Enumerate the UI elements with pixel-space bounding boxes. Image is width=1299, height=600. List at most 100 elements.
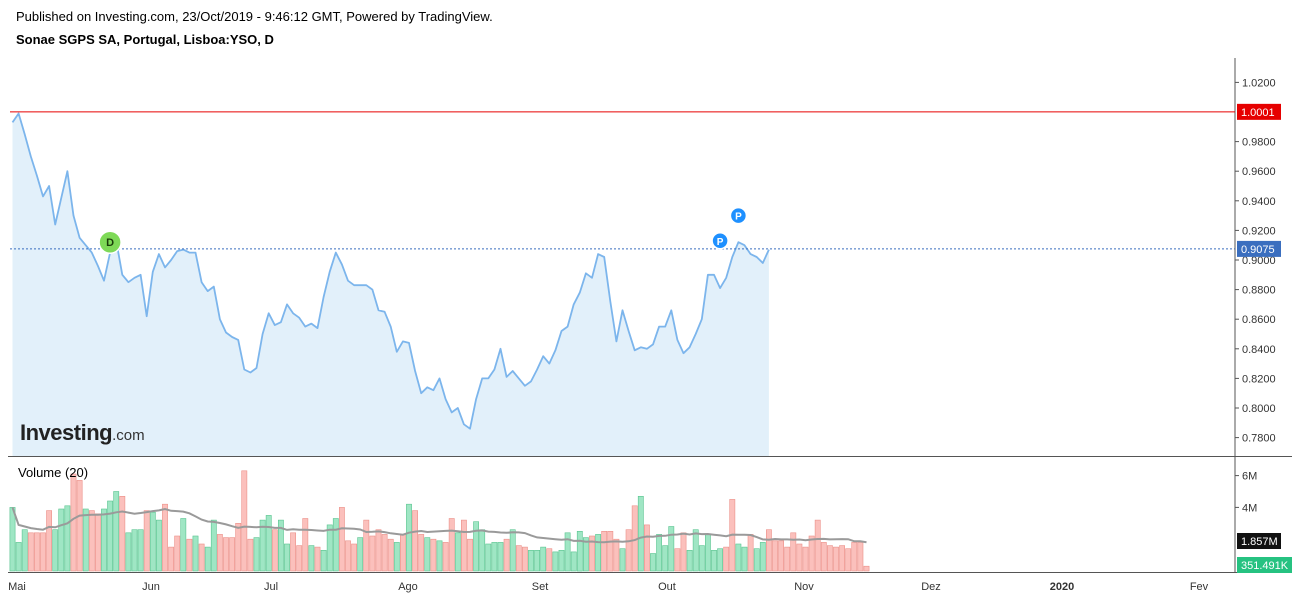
volume-bar [528,549,534,572]
investing-logo: Investing.com [20,420,145,446]
chart-frame [8,58,1292,573]
price-tick-label: 0.8000 [1242,403,1276,415]
volume-bar [204,546,211,572]
volume-bar [143,510,150,572]
volume-bar [198,543,205,572]
volume-ma-tag-bg [1237,533,1281,549]
volume-moving-average-line [11,507,867,544]
volume-bar [467,538,473,572]
volume-bar [64,505,71,572]
event-markers[interactable]: D P P [98,206,748,254]
volume-bar [253,537,260,572]
reference-lines [10,111,1235,250]
volume-bar [619,548,626,572]
price-tick-label: 0.9400 [1242,196,1276,208]
volume-bar [772,540,778,572]
time-axis[interactable]: Mai Jun Jul Ago Set Out Nov Dez 2020 Fev [8,581,1209,593]
volume-bar [314,546,321,572]
price-axis[interactable]: 0.7800 0.8000 0.8200 0.8400 0.8600 0.8800 0.90… [1235,77,1276,514]
volume-bar [735,543,742,572]
volume-bar [369,535,376,572]
volume-bar [290,532,296,572]
volume-bar [491,542,498,572]
volume-bar [747,534,754,572]
event-marker[interactable] [729,206,748,225]
volume-bar [796,543,803,572]
volume-bar [662,545,669,572]
price-tick-label: 0.8200 [1242,373,1276,385]
volume-bar [509,529,516,572]
volume-bar [229,537,235,572]
volume-bar [778,540,784,572]
volume-bar [668,526,675,572]
volume-bar [259,519,266,572]
volume-bar [271,529,278,572]
price-tick-label: 0.8800 [1242,285,1276,297]
volume-bar [607,530,614,572]
volume-bar [174,535,181,572]
volume-bar [711,549,717,572]
volume-bar [790,532,797,572]
time-tick-label: Nov [794,581,814,593]
volume-bar [704,534,711,572]
volume-bar [503,538,510,572]
volume-bar [497,542,504,572]
volume-bar [332,518,339,572]
resistance-price-tag: 1.0001 [1241,107,1275,119]
volume-bar [723,546,730,572]
volume-bar [637,495,644,572]
volume-bar [88,510,95,572]
last-volume-tag: 351.491K [1241,560,1289,572]
volume-bar [540,546,547,572]
price-tick-label: 1.0200 [1242,77,1276,89]
volume-bar [643,524,650,572]
volume-indicator-label[interactable]: Volume (20) [18,465,89,480]
price-tick-label: 0.8400 [1242,344,1276,356]
volume-bar [558,549,565,572]
volume-bar [381,534,388,572]
volume-bar [552,551,559,572]
price-tick-label: 0.9000 [1242,255,1276,267]
volume-bar [156,519,162,572]
volume-bar [186,538,193,572]
volume-bar [320,549,327,572]
volume-bar [338,507,345,572]
volume-bar [326,524,333,572]
price-tick-label: 0.9800 [1242,137,1276,149]
volume-bar [217,534,223,572]
volume-bar [515,545,522,572]
volume-bar [387,538,394,572]
volume-bar [235,522,242,572]
volume-bar [534,549,540,572]
time-tick-label: Mai [8,581,26,593]
volume-bar [406,503,412,572]
volume-bar [570,551,577,572]
volume-bar [454,532,461,572]
volume-bar [765,529,772,572]
volume-bar [741,546,748,572]
event-marker[interactable] [711,232,729,250]
volume-bar [149,511,156,572]
volume-bar [808,535,815,572]
volume-bar [9,507,16,572]
marker-label: P [717,237,724,248]
price-area-fill [12,113,769,456]
volume-bar [820,542,827,572]
volume-bar [375,529,382,572]
volume-bar [393,542,400,572]
price-tick-label: 0.8600 [1242,314,1276,326]
volume-bar [595,534,601,572]
volume-bar [546,548,553,572]
volume-bar [76,480,83,572]
dividend-marker[interactable] [98,230,122,254]
volume-bar [277,519,284,572]
axis-value-tags: 1.0001 0.9075 1.857M 351.491K [1237,103,1292,573]
volume-bar [180,518,187,572]
volume-bar [473,521,479,572]
time-tick-label: Ago [398,581,418,593]
volume-bar [442,542,449,572]
volume-bar [802,546,809,572]
price-area [11,112,770,456]
volume-bar [460,519,467,572]
